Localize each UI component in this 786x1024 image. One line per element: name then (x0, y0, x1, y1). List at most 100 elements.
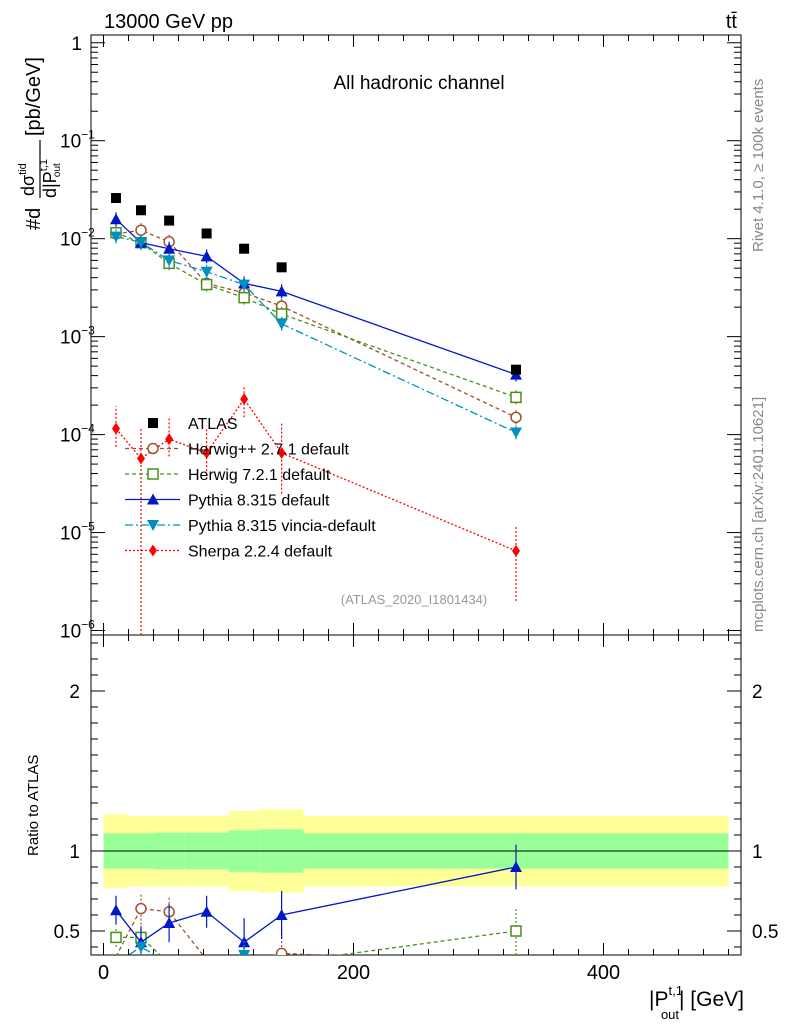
data-point-herwig-2-7-1-default (510, 411, 522, 424)
y-axis-label: #d dσtid d|Pt,1 out [pb/GeV] (17, 57, 63, 230)
data-point-herwig-7-2-1-default (510, 391, 522, 404)
y-axis-label-denominator-sub: out (52, 163, 63, 177)
y-tick-label: 10−1 (60, 128, 95, 153)
data-point-sherpa-2-2-4-default (277, 446, 286, 459)
ratio-tick-label-right: 0.5 (752, 922, 778, 943)
y-tick-label: 10−4 (60, 422, 95, 447)
data-point-herwig-2-7-1-default (135, 224, 147, 236)
atlas-data-point (239, 243, 250, 254)
y-tick-label: 10−2 (60, 226, 95, 251)
series-line-pythia-8-315-vincia-default (115, 235, 517, 434)
data-point-pythia-8-315-vincia-default (238, 279, 251, 291)
legend: ATLAS Herwig++ 2.7.1 default Herwig 7.2.1 … (125, 416, 376, 561)
ratio-point-pythia-8-315-vincia-default (238, 950, 251, 955)
y-axis-label-units: [pb/GeV] (23, 57, 45, 136)
y-tick-label-exponent: −1 (81, 128, 95, 142)
data-point-sherpa-2-2-4-default (240, 393, 249, 406)
atlas-data-point (511, 364, 521, 375)
main-plot-series (110, 212, 522, 635)
y-tick-label: 10−6 (60, 618, 95, 643)
data-point-pythia-8-315-default (110, 213, 122, 225)
x-axis-label-sub: out (661, 1007, 679, 1022)
legend-label: Pythia 8.315 default (188, 493, 330, 510)
data-point-sherpa-2-2-4-default (165, 433, 174, 446)
ratio-point-pythia-8-315-vincia-default (135, 942, 147, 953)
y-tick-label: 10−5 (60, 520, 95, 545)
y-tick-label-exponent: −3 (81, 324, 95, 338)
legend-marker (149, 544, 157, 557)
data-point-pythia-8-315-vincia-default (163, 255, 176, 267)
svg-text:[pb/GeV]: [pb/GeV] (23, 57, 45, 136)
x-axis-label-sup: t,1 (668, 983, 682, 998)
y-tick-label: 10−3 (60, 324, 95, 349)
ratio-point-pythia-8-315-default (110, 904, 122, 916)
atlas-data-points (111, 193, 521, 375)
ratio-point-pythia-8-315-default (200, 905, 213, 917)
data-point-herwig-7-2-1-default (200, 278, 213, 291)
rivet-version-label: Rivet 4.1.0, ≥ 100k events (750, 79, 767, 252)
y-axis-label-numerator-sup: tid (17, 163, 29, 175)
data-point-pythia-8-315-default (163, 242, 176, 254)
legend-marker (147, 442, 159, 455)
x-tick-label: 200 (337, 962, 370, 984)
y-axis-label-denominator-sup: t,1 (38, 159, 50, 171)
atlas-data-point (111, 193, 121, 204)
y-tick-label-exponent: −2 (81, 226, 95, 240)
y-tick-label: 1 (71, 34, 82, 55)
legend-label: Herwig++ 2.7.1 default (188, 442, 350, 459)
analysis-id: (ATLAS_2020_I1801434) (341, 592, 487, 607)
energy-label: 13000 GeV pp (104, 11, 233, 33)
ratio-line-herwig-7-2-1-default (116, 930, 517, 955)
y-axis-label-denominator: d|P (40, 171, 60, 198)
y-tick-label-exponent: −6 (81, 618, 95, 632)
ratio-point-herwig-2-7-1-default (275, 947, 288, 955)
x-axis-label: |Pt,1 out| [GeV] (649, 983, 744, 1022)
data-point-pythia-8-315-vincia-default (510, 427, 522, 439)
data-point-pythia-8-315-vincia-default (275, 318, 288, 330)
x-tick-label: 400 (587, 962, 620, 984)
ratio-tick-label-right: 2 (752, 682, 763, 703)
data-point-pythia-8-315-default (200, 250, 213, 262)
svg-text:#d: #d (23, 208, 45, 230)
ratio-point-pythia-8-315-default (275, 909, 288, 920)
legend-marker (148, 418, 158, 428)
y-tick-label-exponent: −4 (81, 422, 95, 436)
legend-marker (147, 493, 159, 505)
svg-text:dσtid: dσtid (17, 163, 38, 196)
legend-marker (147, 468, 159, 480)
y-axis-label-lead: #d (23, 208, 45, 230)
x-axis-label-main: |P (649, 988, 668, 1011)
ratio-point-pythia-8-315-default (510, 861, 522, 872)
process-label: tt̄ (726, 11, 738, 33)
legend-label: ATLAS (188, 416, 238, 433)
ratio-tick-label-left: 1 (69, 842, 80, 863)
mcplots-label: mcplots.cern.ch [arXiv:2401.10621] (750, 397, 767, 632)
x-tick-label: 0 (98, 962, 109, 984)
ratio-point-herwig-7-2-1-default (110, 931, 122, 944)
series-line-herwig-7-2-1-default (115, 232, 517, 398)
ratio-plot-frame (90, 634, 742, 956)
data-point-pythia-8-315-default (275, 285, 288, 297)
data-point-sherpa-2-2-4-default (512, 544, 520, 557)
axis-ticks: 0 200 400 1 10−1 10−2 10−3 10−4 10−5 10−6 0.5 0.5 1 1… (54, 34, 779, 984)
data-point-pythia-8-315-vincia-default (200, 266, 213, 278)
ratio-plot-series (110, 844, 522, 955)
data-point-pythia-8-315-vincia-default (110, 231, 122, 243)
legend-label: Herwig 7.2.1 default (188, 467, 331, 484)
ratio-point-herwig-2-7-1-default (135, 902, 147, 915)
ratio-tick-label-left: 0.5 (54, 922, 80, 943)
ratio-point-herwig-7-2-1-default (510, 925, 522, 937)
data-point-pythia-8-315-vincia-default (135, 237, 147, 249)
data-point-herwig-7-2-1-default (238, 291, 250, 304)
series-line-pythia-8-315-default (115, 218, 517, 376)
atlas-data-point (276, 262, 287, 273)
ratio-y-axis-label: Ratio to ATLAS (25, 755, 42, 856)
x-axis-label-tail: | [GeV] (679, 988, 744, 1011)
legend-marker (147, 520, 159, 531)
atlas-data-point (136, 205, 146, 216)
atlas-data-point (164, 215, 175, 226)
legend-label: Pythia 8.315 vincia-default (188, 518, 376, 535)
data-point-sherpa-2-2-4-default (137, 452, 145, 465)
